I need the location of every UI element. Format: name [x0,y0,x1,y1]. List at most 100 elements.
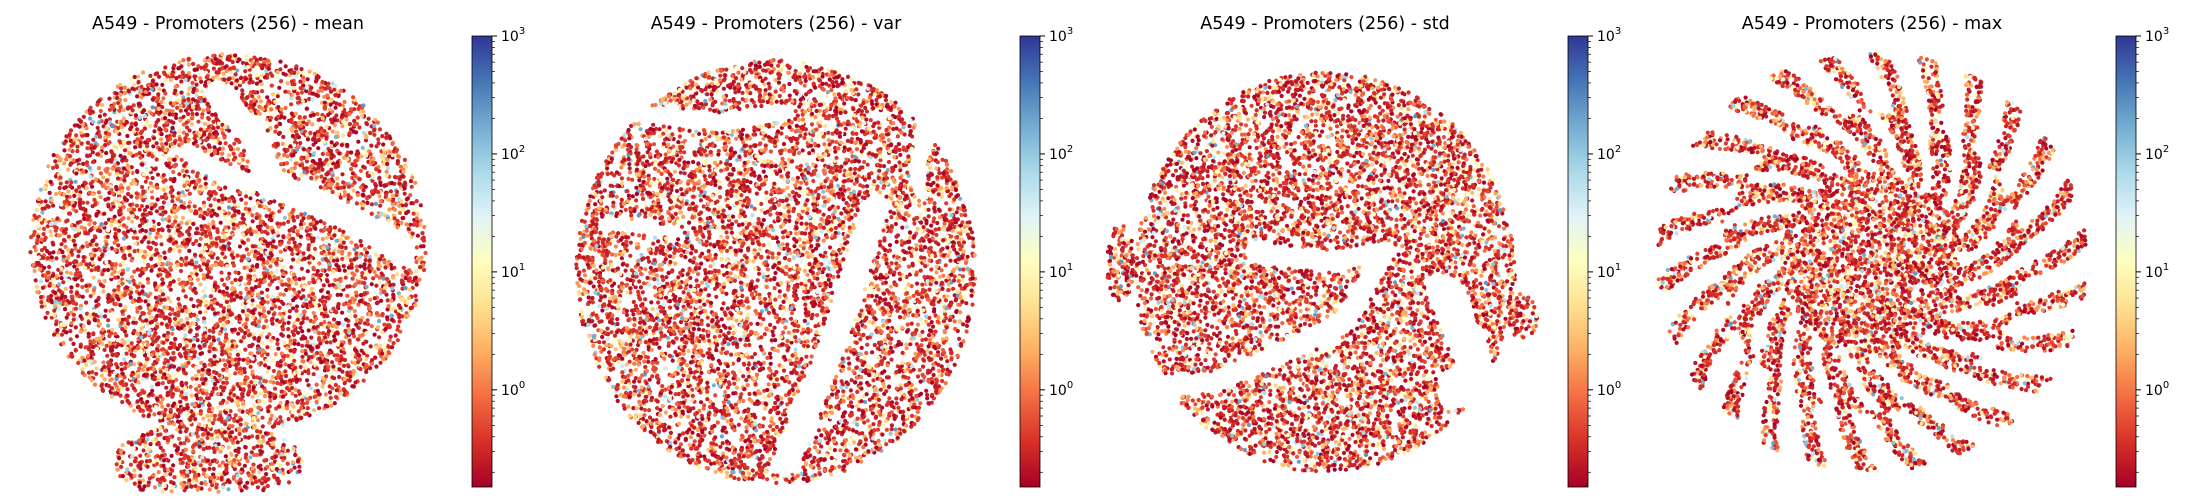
scatter-point [57,282,62,287]
scatter-point [148,73,153,78]
scatter-point [354,201,359,206]
scatter-point [312,295,317,300]
scatter-point [171,463,176,468]
scatter-point [199,377,204,382]
scatter-point [235,352,240,357]
scatter-point [148,315,153,320]
scatter-point [334,238,339,243]
scatter-point [177,249,182,254]
scatter-point [186,62,191,67]
scatter-point [384,192,389,197]
scatter-point [380,330,385,335]
scatter-point [278,59,283,64]
scatter-point [310,122,315,127]
scatter-point [114,377,119,382]
scatter-point [159,288,164,293]
scatter-point [292,341,297,346]
scatter-point [267,207,272,212]
scatter-point [137,366,142,371]
scatter-point [288,338,293,343]
scatter-point [278,256,283,261]
scatter-point [259,290,264,295]
scatter-point [248,268,253,273]
scatter-point [261,438,266,443]
scatter-point [217,206,222,211]
scatter-point [170,125,175,130]
scatter-point [88,181,93,186]
scatter-point [304,166,309,171]
scatter-point [218,313,223,318]
scatter-point [301,276,306,281]
scatter-point [160,381,165,386]
scatter-point [404,164,409,169]
scatter-point [205,413,210,419]
scatter-point [269,83,274,88]
scatter-point [137,305,143,310]
scatter-point [355,115,360,120]
scatter-point [131,278,136,283]
scatter-point [315,268,320,274]
scatter-point [164,323,169,328]
scatter-point [332,248,337,253]
scatter-point [345,142,350,147]
scatter-point [305,316,310,321]
scatter-point [362,165,367,170]
scatter-point [178,399,183,404]
scatter-point [319,174,324,179]
scatter-point [92,221,97,226]
scatter-point [290,413,295,419]
scatter-point [349,240,354,245]
scatter-point [363,276,368,281]
scatter-point [249,477,254,482]
scatter-point [177,172,182,177]
scatter-point [145,222,150,228]
scatter-point [135,267,140,272]
scatter-point [262,458,267,463]
scatter-point [305,397,311,402]
scatter-point [206,196,212,201]
scatter-point [250,244,255,249]
scatter-point [109,262,114,267]
scatter-point [104,178,110,183]
scatter-point [310,237,315,242]
scatter-point [161,152,166,157]
scatter-point [145,175,150,180]
scatter-point [64,219,69,224]
scatter-point [189,297,194,302]
scatter-point [306,149,311,154]
scatter-point [88,339,93,344]
scatter-point [132,468,137,473]
scatter-point [366,116,371,121]
scatter-point [193,264,198,269]
scatter-point [80,128,85,133]
scatter-point [353,101,358,106]
scatter-point [132,316,137,321]
scatter-point [258,56,263,62]
scatter-point [390,307,395,312]
scatter-point [224,376,229,381]
scatter-point [126,147,131,152]
scatter-point [136,380,141,385]
scatter-point [327,323,332,328]
scatter-point [262,475,267,480]
scatter-point [362,247,368,252]
scatter-point [145,204,150,209]
scatter-point [203,223,208,228]
scatter-point [122,357,127,362]
scatter-point [133,113,139,118]
scatter-point [98,108,103,114]
scatter-point [260,481,265,486]
scatter-point [156,106,161,111]
scatter-point [120,399,125,405]
scatter-point [139,95,144,100]
scatter-point [191,274,196,279]
scatter-point [40,285,46,290]
scatter-point [222,235,227,240]
scatter-point [41,226,47,231]
scatter-point [327,107,333,112]
scatter-point [246,390,252,395]
scatter-point [316,279,321,284]
scatter-point [423,250,428,256]
scatter-point [177,232,182,237]
scatter-point [326,267,332,272]
